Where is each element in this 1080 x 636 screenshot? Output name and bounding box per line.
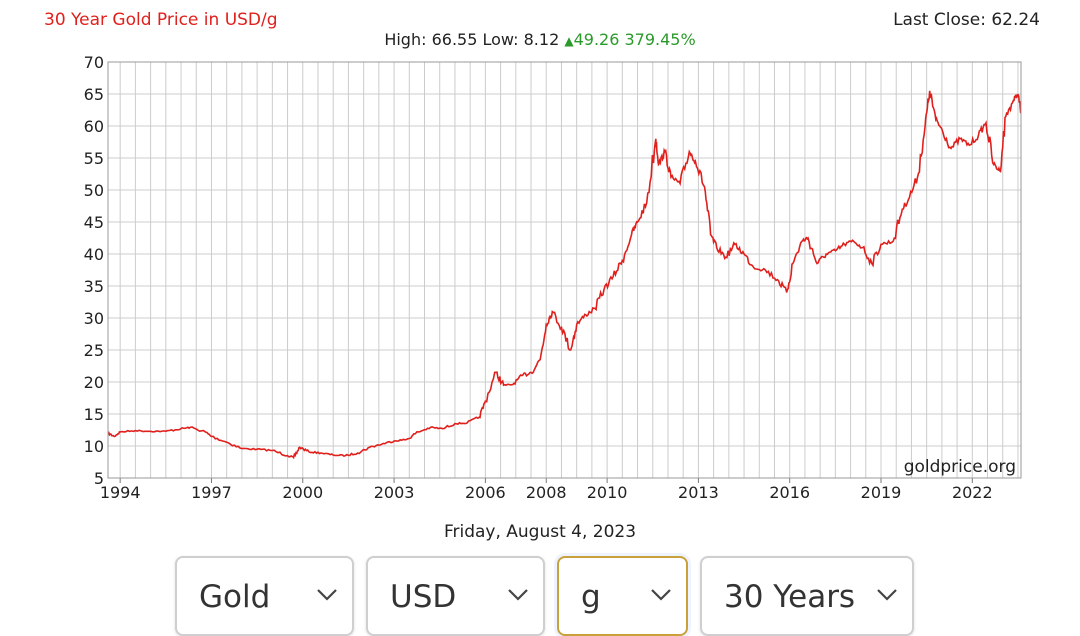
x-tick-label: 2010: [587, 483, 628, 502]
y-tick-label: 20: [84, 373, 104, 392]
unit-select[interactable]: g: [557, 556, 688, 636]
chart-title: 30 Year Gold Price in USD/g: [44, 10, 278, 30]
change-percent: 379.45%: [624, 30, 696, 49]
watermark-text: goldprice.org: [904, 457, 1016, 477]
y-tick-label: 70: [84, 53, 104, 72]
metal-select-value: Gold: [199, 579, 271, 615]
plot-frame: [107, 61, 1022, 479]
currency-select[interactable]: USD: [366, 556, 545, 636]
y-tick-label: 10: [84, 437, 104, 456]
y-tick-label: 5: [94, 469, 104, 488]
y-tick-label: 55: [84, 149, 104, 168]
y-axis-ticks: 5 10 15 20 25 30 35 40 45 50 55 60 65 70: [84, 53, 104, 488]
chevron-down-icon: [651, 589, 671, 601]
chevron-down-icon: [317, 589, 337, 601]
gold-price-chart: 5 10 15 20 25 30 35 40 45 50 55 60 65 70 1994 1997 2000…: [84, 53, 1022, 502]
y-tick-label: 25: [84, 341, 104, 360]
currency-select-value: USD: [390, 579, 457, 615]
unit-select-value: g: [581, 579, 601, 615]
x-tick-label: 2003: [374, 483, 415, 502]
high-label: High:: [384, 30, 427, 49]
change-value: 49.26: [573, 30, 620, 49]
up-arrow-icon: ▲: [564, 34, 574, 48]
x-tick-label: 2019: [861, 483, 902, 502]
y-tick-label: 35: [84, 277, 104, 296]
period-select[interactable]: 30 Years: [700, 556, 914, 636]
x-axis-ticks: 1994 1997 2000 2003 2006 2008 2010 2013 2016 2019…: [100, 478, 993, 502]
y-tick-label: 15: [84, 405, 104, 424]
x-tick-label: 2000: [282, 483, 323, 502]
x-tick-label: 2013: [678, 483, 719, 502]
low-label: Low:: [482, 30, 519, 49]
price-summary: High: 66.55 Low: 8.12 ▲49.26 379.45%: [0, 30, 1080, 49]
x-tick-label: 1994: [100, 483, 141, 502]
chevron-down-icon: [508, 589, 528, 601]
y-tick-label: 50: [84, 181, 104, 200]
y-tick-label: 45: [84, 213, 104, 232]
x-tick-label: 1997: [191, 483, 232, 502]
high-value: 66.55: [431, 30, 478, 49]
y-tick-label: 65: [84, 85, 104, 104]
x-tick-label: 2006: [465, 483, 506, 502]
low-value: 8.12: [523, 30, 560, 49]
date-label: Friday, August 4, 2023: [443, 522, 637, 542]
metal-select[interactable]: Gold: [175, 556, 354, 636]
chevron-down-icon: [877, 589, 897, 601]
y-tick-label: 30: [84, 309, 104, 328]
price-series-line: [107, 90, 1022, 460]
last-close-label: Last Close: 62.24: [893, 10, 1040, 30]
selector-bar: Gold USD g 30 Years: [0, 556, 1080, 636]
x-tick-label: 2022: [952, 483, 993, 502]
x-tick-label: 2008: [526, 483, 567, 502]
y-tick-label: 40: [84, 245, 104, 264]
y-tick-label: 60: [84, 117, 104, 136]
x-tick-label: 2016: [769, 483, 810, 502]
period-select-value: 30 Years: [724, 579, 856, 615]
chart-grid: [108, 61, 1021, 479]
